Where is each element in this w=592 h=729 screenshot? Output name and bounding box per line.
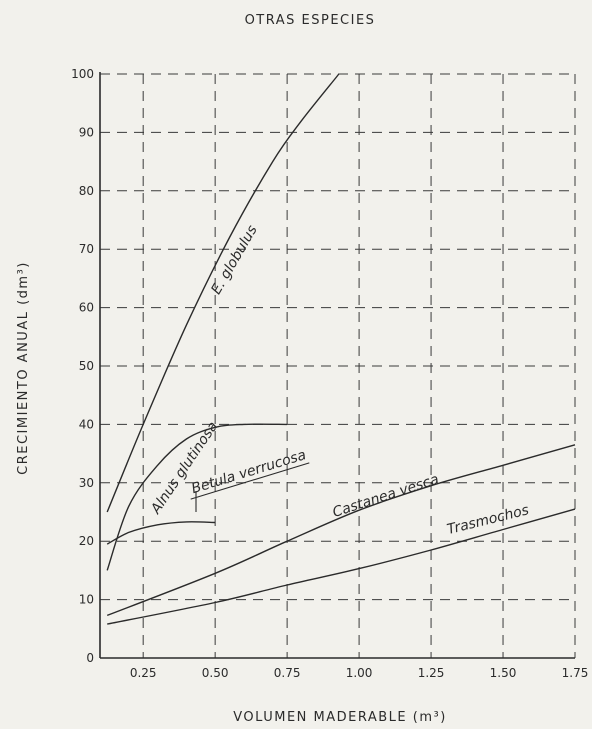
series-line-trasmochos bbox=[107, 508, 576, 625]
y-tick-label: 0 bbox=[86, 651, 94, 665]
y-tick-label: 100 bbox=[71, 67, 94, 81]
y-tick-label: 10 bbox=[79, 593, 94, 607]
y-tick-label: 60 bbox=[79, 301, 94, 315]
y-tick-label: 70 bbox=[79, 242, 94, 256]
series-line-e-globulus bbox=[106, 73, 340, 513]
series-label-trasmochos: Trasmochos bbox=[445, 502, 530, 538]
y-tick-label: 90 bbox=[79, 125, 94, 139]
x-tick-label: 1.75 bbox=[562, 666, 589, 680]
x-tick-label: 0.75 bbox=[274, 666, 301, 680]
series-label-castanea-vesca: Castanea vesca bbox=[331, 471, 441, 520]
series-label-e-globulus: E. globulus bbox=[208, 223, 260, 298]
x-tick-label: 1.00 bbox=[346, 666, 373, 680]
x-tick-label: 1.25 bbox=[418, 666, 445, 680]
y-tick-label: 80 bbox=[79, 184, 94, 198]
x-tick-label: 0.25 bbox=[130, 666, 157, 680]
y-tick-label: 40 bbox=[79, 417, 94, 431]
series-line-alnus-glutinosa bbox=[106, 423, 288, 571]
series-label-betula-verrucosa: Betula verrucosa bbox=[190, 447, 308, 497]
series-label-underline bbox=[190, 462, 310, 500]
x-tick-label: 1.50 bbox=[490, 666, 517, 680]
series-label-alnus-glutinosa: Alnus glutinosa bbox=[147, 419, 221, 518]
series-line-castanea-vesca bbox=[106, 444, 576, 617]
x-axis-label: VOLUMEN MADERABLE (m³) bbox=[233, 710, 447, 725]
y-axis-label: CRECIMIENTO ANUAL (dm³) bbox=[16, 261, 31, 475]
y-tick-label: 30 bbox=[79, 476, 94, 490]
y-tick-label: 20 bbox=[79, 534, 94, 548]
x-tick-label: 0.50 bbox=[202, 666, 229, 680]
series-line-betula-verrucosa bbox=[106, 521, 216, 545]
chart-title: OTRAS ESPECIES bbox=[245, 13, 376, 28]
y-tick-label: 50 bbox=[79, 359, 94, 373]
